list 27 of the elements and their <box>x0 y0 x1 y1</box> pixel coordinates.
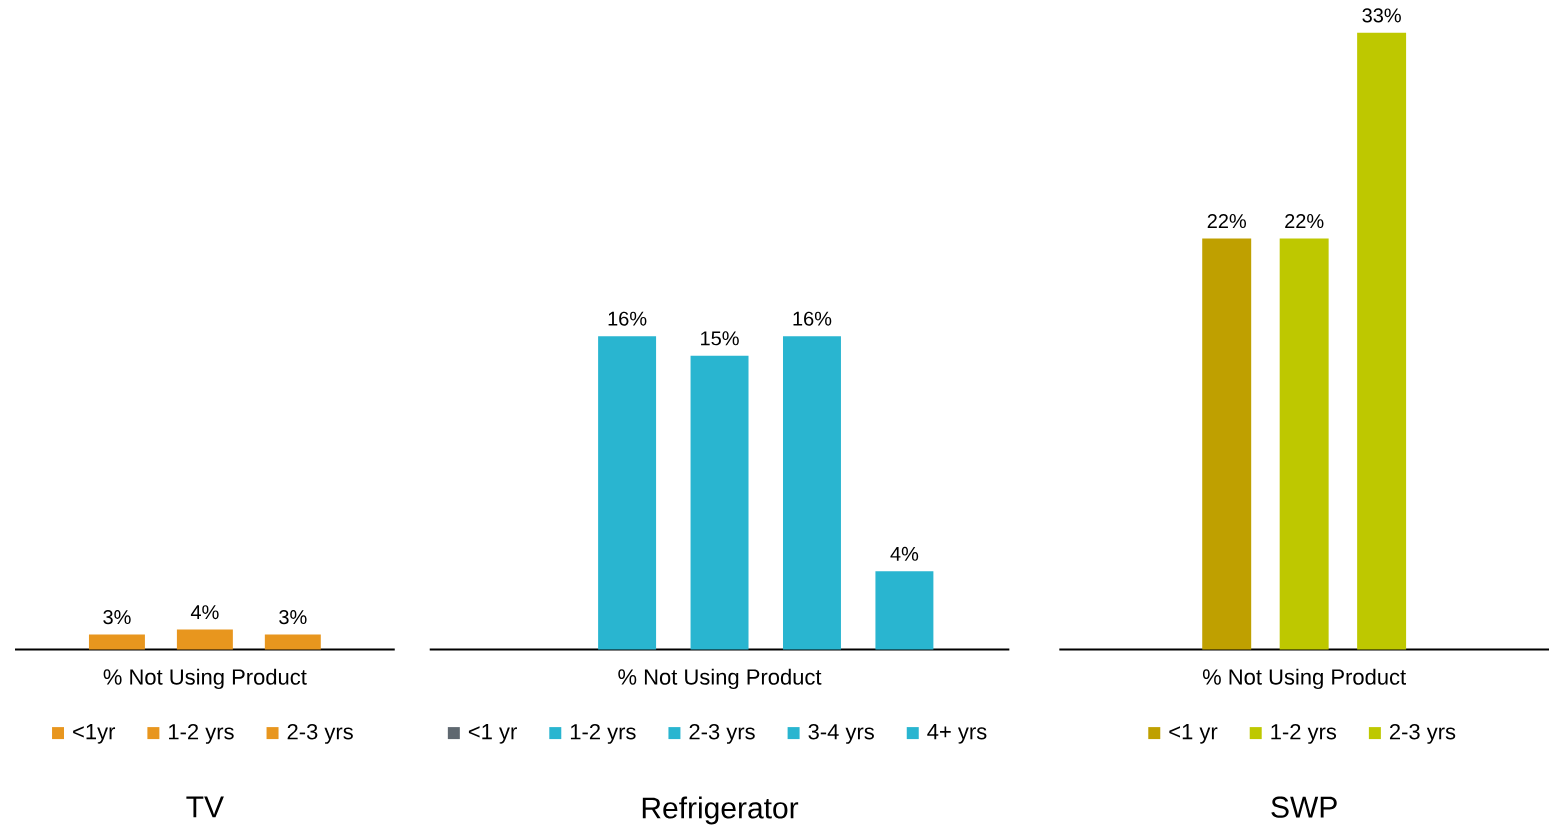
category-label: 3-4 yrs <box>808 723 874 744</box>
category-label: 2-3 yrs <box>287 723 353 744</box>
data-label: 4% <box>190 604 219 619</box>
data-label: 15% <box>701 331 739 346</box>
data-label: 3% <box>279 609 307 624</box>
category-label: 1-2 yrs <box>570 723 636 744</box>
x-axis-title: % Not Using Product <box>1202 668 1406 689</box>
category-label: 1-2 yrs <box>1271 723 1337 744</box>
data-label: 3% <box>103 609 131 624</box>
data-label: 16% <box>793 311 832 326</box>
x-axis-title: % Not Using Product <box>618 668 822 689</box>
category-label: <1yr <box>73 723 116 744</box>
category-label: 2-3 yrs <box>689 723 755 744</box>
data-label: 4% <box>890 546 919 561</box>
category-label: 4+ yrs <box>927 723 987 744</box>
data-label: 16% <box>608 311 647 326</box>
x-axis-title: % Not Using Product <box>103 668 307 689</box>
category-label: <1 yr <box>1169 723 1218 744</box>
category-label: 1-2 yrs <box>169 723 234 744</box>
data-label: 22% <box>1285 213 1324 228</box>
text: SWP <box>1271 796 1337 818</box>
category-label: 2-3 yrs <box>1389 723 1456 744</box>
data-label: 33% <box>1362 8 1401 23</box>
data-label: 22% <box>1207 213 1247 228</box>
text: TV <box>186 796 224 817</box>
category-label: <1 yr <box>468 723 517 744</box>
text: Refrigerator <box>642 796 799 825</box>
